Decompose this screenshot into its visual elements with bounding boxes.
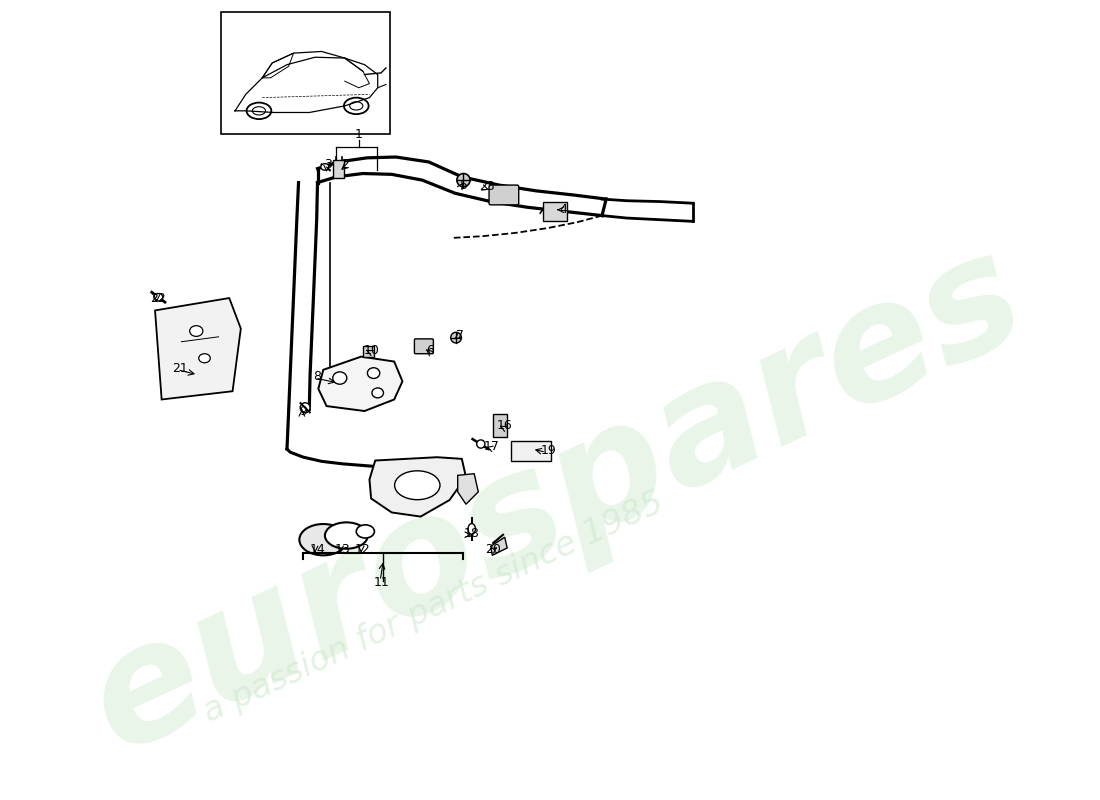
Ellipse shape [324,522,367,549]
Text: 4: 4 [559,203,568,216]
Ellipse shape [356,525,374,538]
Ellipse shape [468,523,475,534]
Text: 22: 22 [151,291,166,305]
Bar [221,12,390,134]
Text: 6: 6 [427,343,434,357]
Ellipse shape [189,326,202,336]
Text: 18: 18 [464,526,480,539]
Text: 1: 1 [355,128,363,142]
Ellipse shape [154,294,163,301]
Polygon shape [370,458,466,517]
Text: 7: 7 [456,329,464,342]
Ellipse shape [299,524,348,555]
Polygon shape [491,538,507,555]
Text: 12: 12 [355,543,371,556]
Text: 19: 19 [540,444,557,457]
Bar [512,441,551,461]
FancyBboxPatch shape [415,339,433,354]
Text: 11: 11 [374,576,389,589]
Text: 10: 10 [363,343,379,357]
Ellipse shape [300,402,310,413]
Bar [493,414,507,438]
Ellipse shape [395,471,440,500]
Polygon shape [155,298,241,399]
Ellipse shape [333,372,346,384]
Text: a passion for parts since 1985: a passion for parts since 1985 [198,486,669,729]
Ellipse shape [321,164,329,170]
Ellipse shape [372,388,384,398]
Ellipse shape [456,174,470,186]
Bar [363,346,374,357]
Polygon shape [458,474,478,504]
Text: 8: 8 [314,370,321,383]
Ellipse shape [367,368,380,378]
Text: 20: 20 [485,543,502,556]
Text: 17: 17 [484,440,499,453]
Ellipse shape [451,332,461,343]
FancyBboxPatch shape [490,185,519,205]
Text: eurospares: eurospares [66,217,1047,784]
Text: 3: 3 [324,158,332,171]
Text: 16: 16 [497,419,513,432]
Text: 9: 9 [299,405,307,418]
Text: 23: 23 [478,180,494,194]
Text: 2: 2 [341,158,349,171]
Text: 13: 13 [334,543,350,556]
Text: 21: 21 [172,362,188,374]
Text: 14: 14 [309,543,326,556]
Ellipse shape [476,440,485,448]
Ellipse shape [199,354,210,362]
Bar [333,160,344,178]
Polygon shape [318,357,403,411]
Text: 5: 5 [460,178,469,191]
Bar [542,202,568,222]
